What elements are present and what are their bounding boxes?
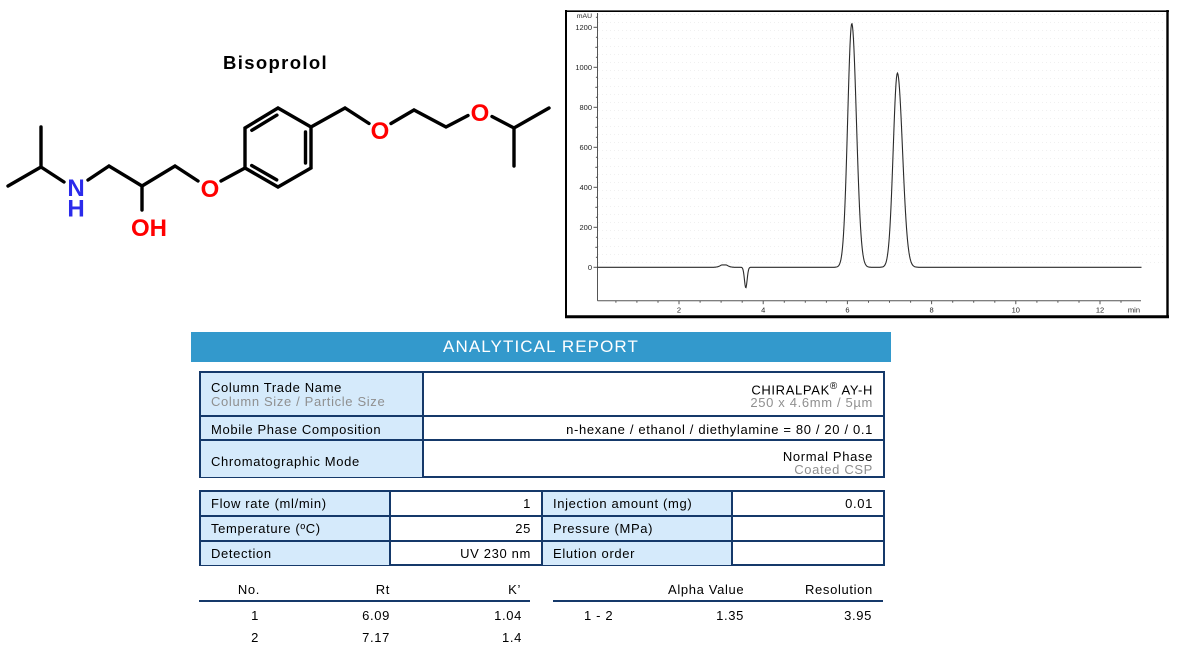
svg-text:400: 400 bbox=[579, 183, 592, 192]
svg-text:4: 4 bbox=[761, 306, 765, 315]
svg-text:2: 2 bbox=[677, 306, 681, 315]
svg-text:1000: 1000 bbox=[575, 63, 592, 72]
svg-text:O: O bbox=[201, 176, 220, 203]
svg-text:6: 6 bbox=[845, 306, 849, 315]
svg-text:10: 10 bbox=[1012, 306, 1020, 315]
svg-text:1200: 1200 bbox=[575, 23, 592, 32]
svg-text:N: N bbox=[67, 175, 84, 202]
svg-text:0: 0 bbox=[588, 263, 592, 272]
svg-text:OH: OH bbox=[131, 215, 167, 242]
svg-text:800: 800 bbox=[579, 103, 592, 112]
svg-text:min: min bbox=[1128, 306, 1140, 315]
svg-text:600: 600 bbox=[579, 143, 592, 152]
svg-text:O: O bbox=[471, 100, 490, 127]
svg-text:mAU: mAU bbox=[577, 13, 592, 20]
svg-text:O: O bbox=[371, 118, 390, 145]
svg-text:H: H bbox=[67, 196, 84, 223]
svg-text:12: 12 bbox=[1096, 306, 1104, 315]
svg-text:8: 8 bbox=[930, 306, 934, 315]
svg-text:200: 200 bbox=[579, 223, 592, 232]
